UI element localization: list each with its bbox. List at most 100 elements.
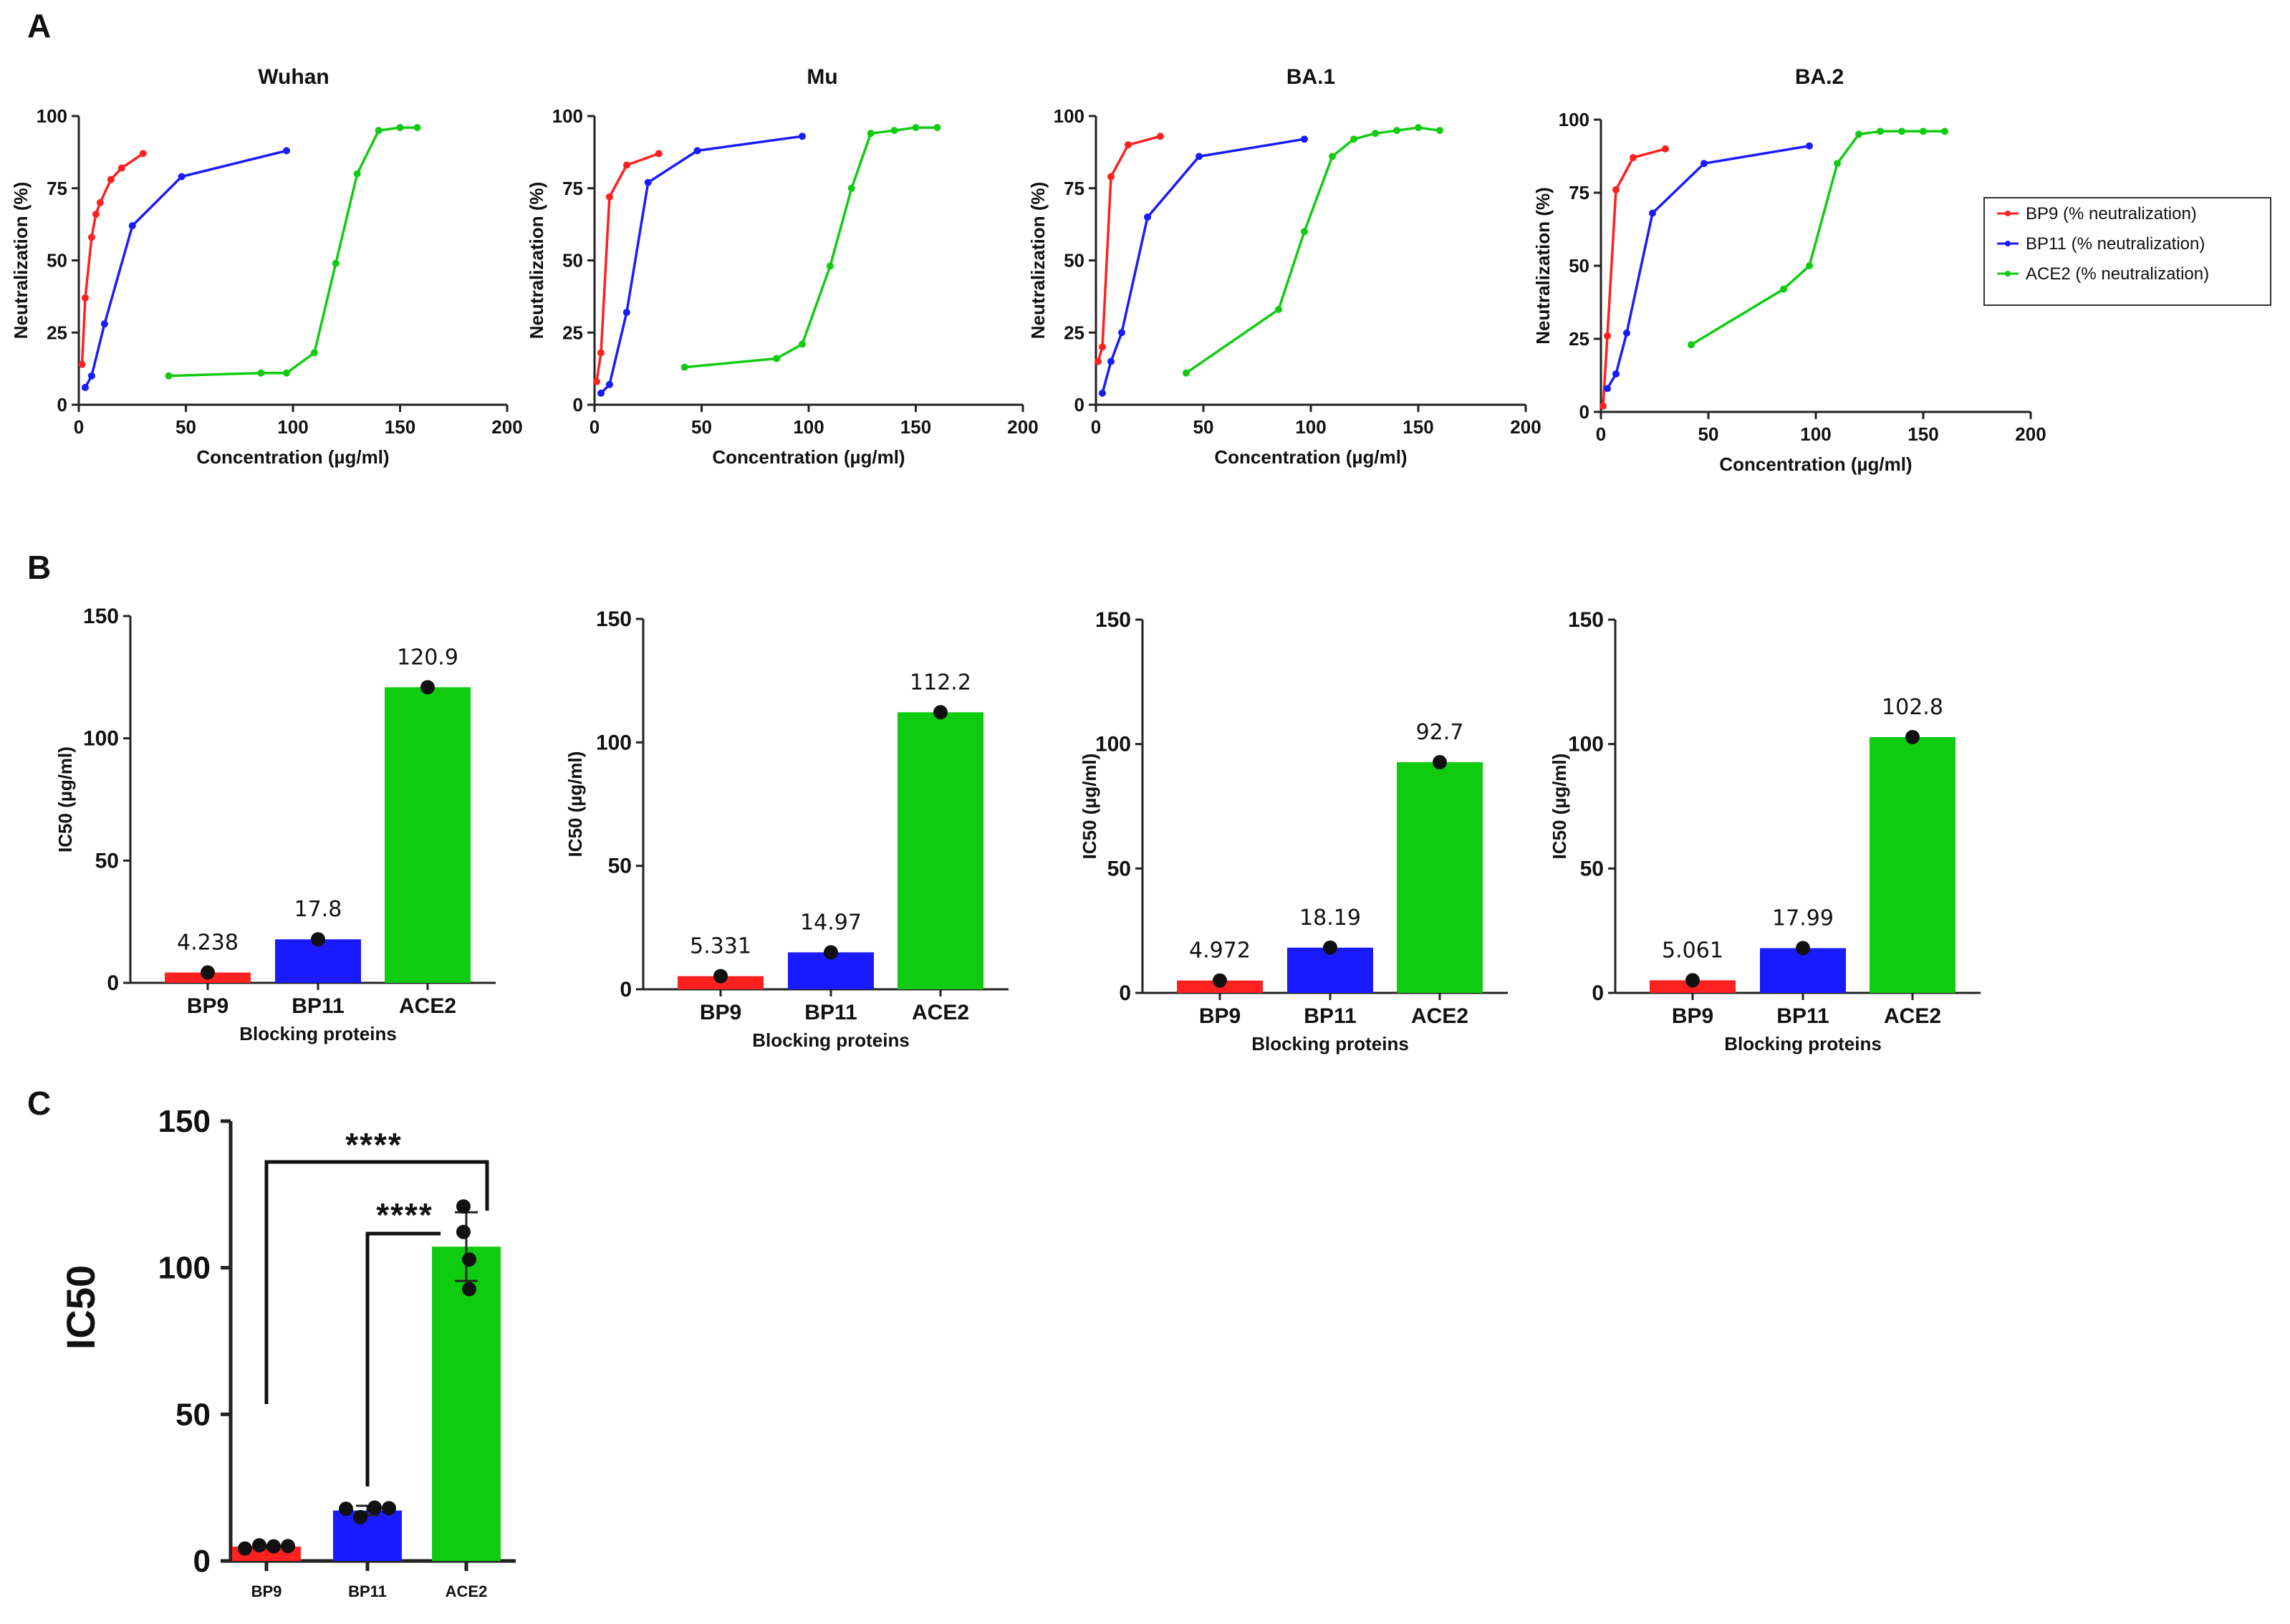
replicate-point-ace2	[456, 1199, 471, 1214]
data-point-ace2	[1183, 369, 1190, 377]
bar-chart-ic50-summary: 0 50 100 150 IC50 BP9 BP11 ACE2 **** ****	[58, 1104, 516, 1600]
data-point-bp11	[1323, 940, 1337, 955]
data-point-ace2	[420, 680, 435, 695]
y-tick-label: 100	[1559, 109, 1589, 130]
replicate-point-bp11	[339, 1502, 353, 1517]
data-point-bp9	[1213, 973, 1227, 988]
bar-bp11	[333, 1510, 402, 1561]
data-point-bp9	[92, 211, 100, 218]
data-point-ace2	[1855, 130, 1862, 138]
data-point-ace2	[1688, 341, 1695, 349]
x-tick-label: 100	[1295, 416, 1326, 438]
chart-title: BA.2	[1795, 65, 1844, 89]
data-point-bp11	[100, 320, 108, 328]
y-tick-label: 0	[573, 394, 583, 415]
data-point-bp11	[1796, 941, 1810, 956]
series-line-bp9	[1602, 148, 1666, 406]
y-tick-label: 75	[1064, 178, 1084, 199]
chart-title: Wuhan	[258, 65, 329, 89]
replicate-point-bp9	[266, 1539, 281, 1554]
legend-label-bp9: BP9 (% neutralization)	[2026, 204, 2197, 224]
data-point-bp11	[128, 222, 136, 230]
data-point-ace2	[680, 363, 688, 371]
series-line-bp9	[595, 152, 660, 383]
replicate-point-bp11	[353, 1509, 367, 1524]
y-tick-label: 0	[1592, 981, 1604, 1005]
data-point-bp11	[1107, 357, 1115, 365]
bar-bp11	[1760, 948, 1846, 993]
replicate-point-bp11	[382, 1501, 396, 1516]
data-point-ace2	[912, 124, 920, 132]
y-tick-label: 50	[175, 1397, 211, 1432]
x-tick-label: BP9	[187, 994, 228, 1018]
y-tick-label: 50	[47, 250, 67, 272]
line-chart-wuhan: Wuhan 0 25 50 75 100 0 50 100 150 200 Concentration…	[10, 65, 523, 468]
chart-title: Mu	[807, 65, 837, 89]
data-point-bp11	[597, 389, 605, 397]
x-axis-title: Blocking proteins	[1251, 1033, 1409, 1054]
x-tick-label: 200	[491, 416, 522, 438]
data-point-bp11	[1700, 160, 1708, 168]
data-point-ace2	[826, 262, 834, 270]
data-point-ace2	[1877, 128, 1884, 135]
x-tick-label: 0	[74, 416, 84, 438]
bar-ace2	[1870, 736, 1955, 993]
y-tick-label: 0	[107, 971, 119, 995]
x-axis-title: Concentration (µg/ml)	[196, 446, 389, 468]
x-axis-title: Blocking proteins	[239, 1023, 397, 1044]
data-point-bp9	[1612, 186, 1620, 193]
data-point-bp9	[1604, 332, 1611, 340]
data-point-bp9	[87, 234, 95, 241]
data-point-bp9	[713, 969, 728, 984]
y-tick-label: 0	[193, 1544, 211, 1579]
significance-bracket-bp11-ace2	[365, 1231, 441, 1486]
line-chart-ba1: BA.1 0 25 50 75 100 0 50 100 150 200 Concentration …	[1027, 65, 1541, 468]
x-tick-label: 150	[1403, 416, 1433, 438]
data-point-ace2	[396, 124, 404, 132]
line-chart-ba2: BA.2 0 25 50 75 100 0 50 100 150 200 Concentration …	[1532, 65, 2046, 475]
data-label-ace2: 92.7	[1416, 720, 1464, 745]
data-point-ace2	[1898, 128, 1905, 135]
x-tick-label: BP11	[1776, 1004, 1829, 1028]
data-point-bp11	[644, 178, 652, 186]
data-point-bp9	[107, 176, 115, 183]
data-point-bp9	[201, 965, 215, 980]
bar-chart-ic50-ba1: 0 50 100 150 4.972 BP9 18.19 BP11 92.7 ACE2Blocki…	[1079, 608, 1508, 1054]
data-point-ace2	[165, 372, 173, 380]
replicate-point-bp9	[238, 1541, 252, 1556]
x-axis-title: Concentration (µg/ml)	[1214, 446, 1407, 468]
line-chart-mu: Mu 0 25 50 75 100 0 50 100 150 200 Concentration (µ…	[526, 65, 1039, 468]
legend-marker-ace2	[2005, 271, 2011, 277]
y-axis-title: IC50 (µg/ml)	[564, 751, 586, 857]
data-point-bp9	[592, 378, 600, 385]
bar-chart-ic50-mu: 0 50 100 150 5.331 BP9 14.97 BP11 112.2 ACE2Block…	[564, 607, 1009, 1051]
panel-a-letter: A	[27, 7, 51, 44]
y-tick-label: 50	[1580, 857, 1604, 880]
legend-label-ace2: ACE2 (% neutralization)	[2026, 264, 2209, 284]
data-point-ace2	[933, 705, 948, 720]
data-point-bp9	[597, 349, 605, 357]
data-point-bp9	[622, 161, 630, 169]
replicate-point-ace2	[462, 1282, 476, 1297]
y-tick-label: 50	[1064, 250, 1084, 272]
data-point-bp9	[605, 193, 613, 201]
x-axis-title: Concentration (µg/ml)	[1719, 453, 1912, 475]
data-point-ace2	[332, 259, 340, 267]
data-point-bp11	[1649, 209, 1656, 217]
y-tick-label: 75	[1569, 182, 1589, 203]
data-point-bp9	[1685, 973, 1700, 988]
x-axis-title: Blocking proteins	[752, 1029, 910, 1051]
y-tick-label: 100	[37, 105, 67, 127]
data-label-bp9: 5.331	[690, 934, 751, 959]
y-tick-label: 100	[552, 105, 583, 127]
data-point-ace2	[1433, 755, 1447, 770]
data-point-bp11	[824, 945, 838, 960]
y-tick-label: 75	[562, 178, 583, 199]
x-axis-title: Blocking proteins	[1724, 1033, 1882, 1054]
data-point-bp11	[1806, 142, 1813, 150]
x-tick-label: 150	[900, 416, 931, 438]
y-tick-label: 50	[562, 250, 583, 272]
data-point-ace2	[1415, 124, 1422, 132]
data-point-bp9	[81, 294, 89, 302]
